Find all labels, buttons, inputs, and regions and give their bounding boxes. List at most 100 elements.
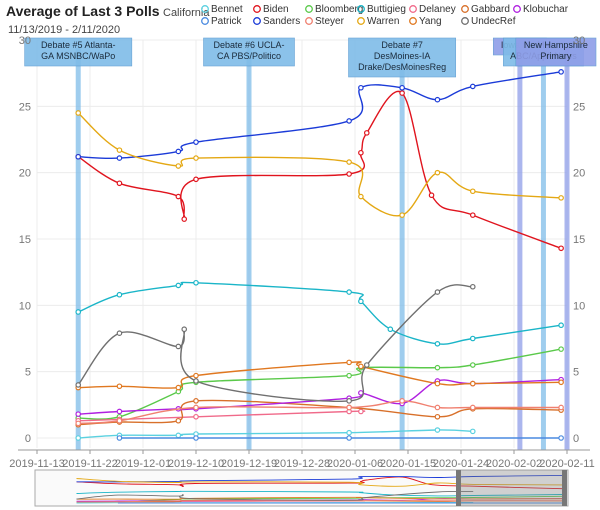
data-point xyxy=(558,435,564,441)
data-point xyxy=(193,398,199,404)
x-tick-label: 2019-11-22 xyxy=(62,458,117,470)
data-point xyxy=(193,404,199,411)
data-point xyxy=(434,427,441,433)
data-point xyxy=(469,188,476,195)
data-point xyxy=(469,428,476,435)
legend-swatch xyxy=(201,5,209,13)
data-point xyxy=(75,435,82,441)
event-label-box xyxy=(515,37,597,67)
data-point xyxy=(469,283,476,290)
data-point xyxy=(434,289,441,295)
legend-swatch xyxy=(461,17,469,25)
legend-label: Biden xyxy=(263,4,289,15)
navigator-series-line xyxy=(76,474,563,483)
navigator-series-line xyxy=(76,499,563,503)
event-label: DesMoines-IA xyxy=(374,51,431,61)
navigator-handle-right xyxy=(562,470,567,506)
data-point xyxy=(558,195,564,201)
event-line xyxy=(564,48,570,450)
data-point xyxy=(346,359,352,366)
series-line xyxy=(77,112,562,217)
legend-swatch xyxy=(513,5,521,13)
data-point xyxy=(387,326,394,333)
legend-label: Sanders xyxy=(263,16,300,27)
data-point xyxy=(469,362,476,368)
data-point xyxy=(434,404,441,411)
data-point xyxy=(75,382,82,388)
data-point xyxy=(175,163,182,169)
data-point xyxy=(193,176,199,183)
data-point xyxy=(469,212,476,218)
event-label: Debate #5 Atlanta- xyxy=(41,40,116,50)
event-label-box xyxy=(348,37,457,78)
data-point xyxy=(558,69,564,75)
data-point xyxy=(193,372,199,379)
data-point xyxy=(469,404,476,411)
data-point xyxy=(558,404,564,411)
x-tick-label: 2020-02-11 xyxy=(539,458,594,470)
event-label: CA PBS/Politico xyxy=(217,51,281,61)
navigator-series-line xyxy=(76,478,563,487)
data-point xyxy=(434,380,441,387)
data-point xyxy=(116,291,123,298)
legend-label: Delaney xyxy=(419,4,456,15)
legend-swatch xyxy=(357,17,365,25)
data-point xyxy=(434,169,441,176)
data-point xyxy=(175,148,182,155)
event-line xyxy=(517,48,523,450)
data-point xyxy=(75,309,82,315)
data-point xyxy=(399,84,405,91)
event-label: Primary xyxy=(540,51,571,61)
event-line xyxy=(75,48,81,450)
data-point xyxy=(399,398,405,404)
y-tick-label: 25 xyxy=(19,101,31,113)
data-point xyxy=(363,362,370,368)
series-line xyxy=(78,71,562,160)
y-tick-label: 15 xyxy=(19,234,31,246)
event-label: Debate #6 UCLA- xyxy=(213,40,284,50)
data-point xyxy=(558,322,564,329)
x-tick-label: 2020-01-06 xyxy=(327,458,383,470)
legend-label: Buttigieg xyxy=(367,4,406,15)
y-tick-label: 25 xyxy=(573,101,585,113)
range-navigator[interactable] xyxy=(34,469,569,507)
data-point xyxy=(75,153,82,160)
series-line xyxy=(77,284,473,402)
y-tick-label: 10 xyxy=(19,300,31,312)
legend-label: Gabbard xyxy=(471,4,510,15)
data-point xyxy=(116,330,123,336)
y-tick-label: 30 xyxy=(573,35,585,47)
legend-label: Bennet xyxy=(211,4,243,15)
legend-label: Warren xyxy=(367,16,399,27)
data-point xyxy=(193,139,199,145)
y-tick-label: 30 xyxy=(19,35,31,47)
x-tick-label: 2019-12-28 xyxy=(274,458,330,470)
data-point xyxy=(193,413,199,420)
legend-swatch xyxy=(409,17,417,25)
data-point xyxy=(116,155,123,161)
data-point xyxy=(358,408,364,415)
y-tick-label: 20 xyxy=(19,168,31,180)
y-tick-label: 5 xyxy=(573,367,579,379)
data-point xyxy=(116,383,123,390)
legend-swatch xyxy=(357,5,365,13)
data-point xyxy=(428,192,435,199)
data-point xyxy=(346,289,352,295)
data-point xyxy=(181,216,188,222)
data-point xyxy=(346,398,352,404)
event-label-box xyxy=(203,37,295,67)
data-point xyxy=(558,379,564,386)
navigator-series-line xyxy=(76,476,563,490)
data-point xyxy=(175,384,182,391)
x-tick-label: 2019-11-13 xyxy=(9,458,64,470)
event-line xyxy=(540,48,546,450)
data-point xyxy=(469,83,476,90)
navigator-selection xyxy=(458,470,564,506)
date-range-label: 11/13/2019 - 2/11/2020 xyxy=(8,24,120,36)
legend-swatch xyxy=(409,5,417,13)
y-tick-label: 20 xyxy=(573,168,585,180)
data-point xyxy=(469,380,476,387)
data-point xyxy=(175,282,182,289)
data-point xyxy=(175,417,182,424)
